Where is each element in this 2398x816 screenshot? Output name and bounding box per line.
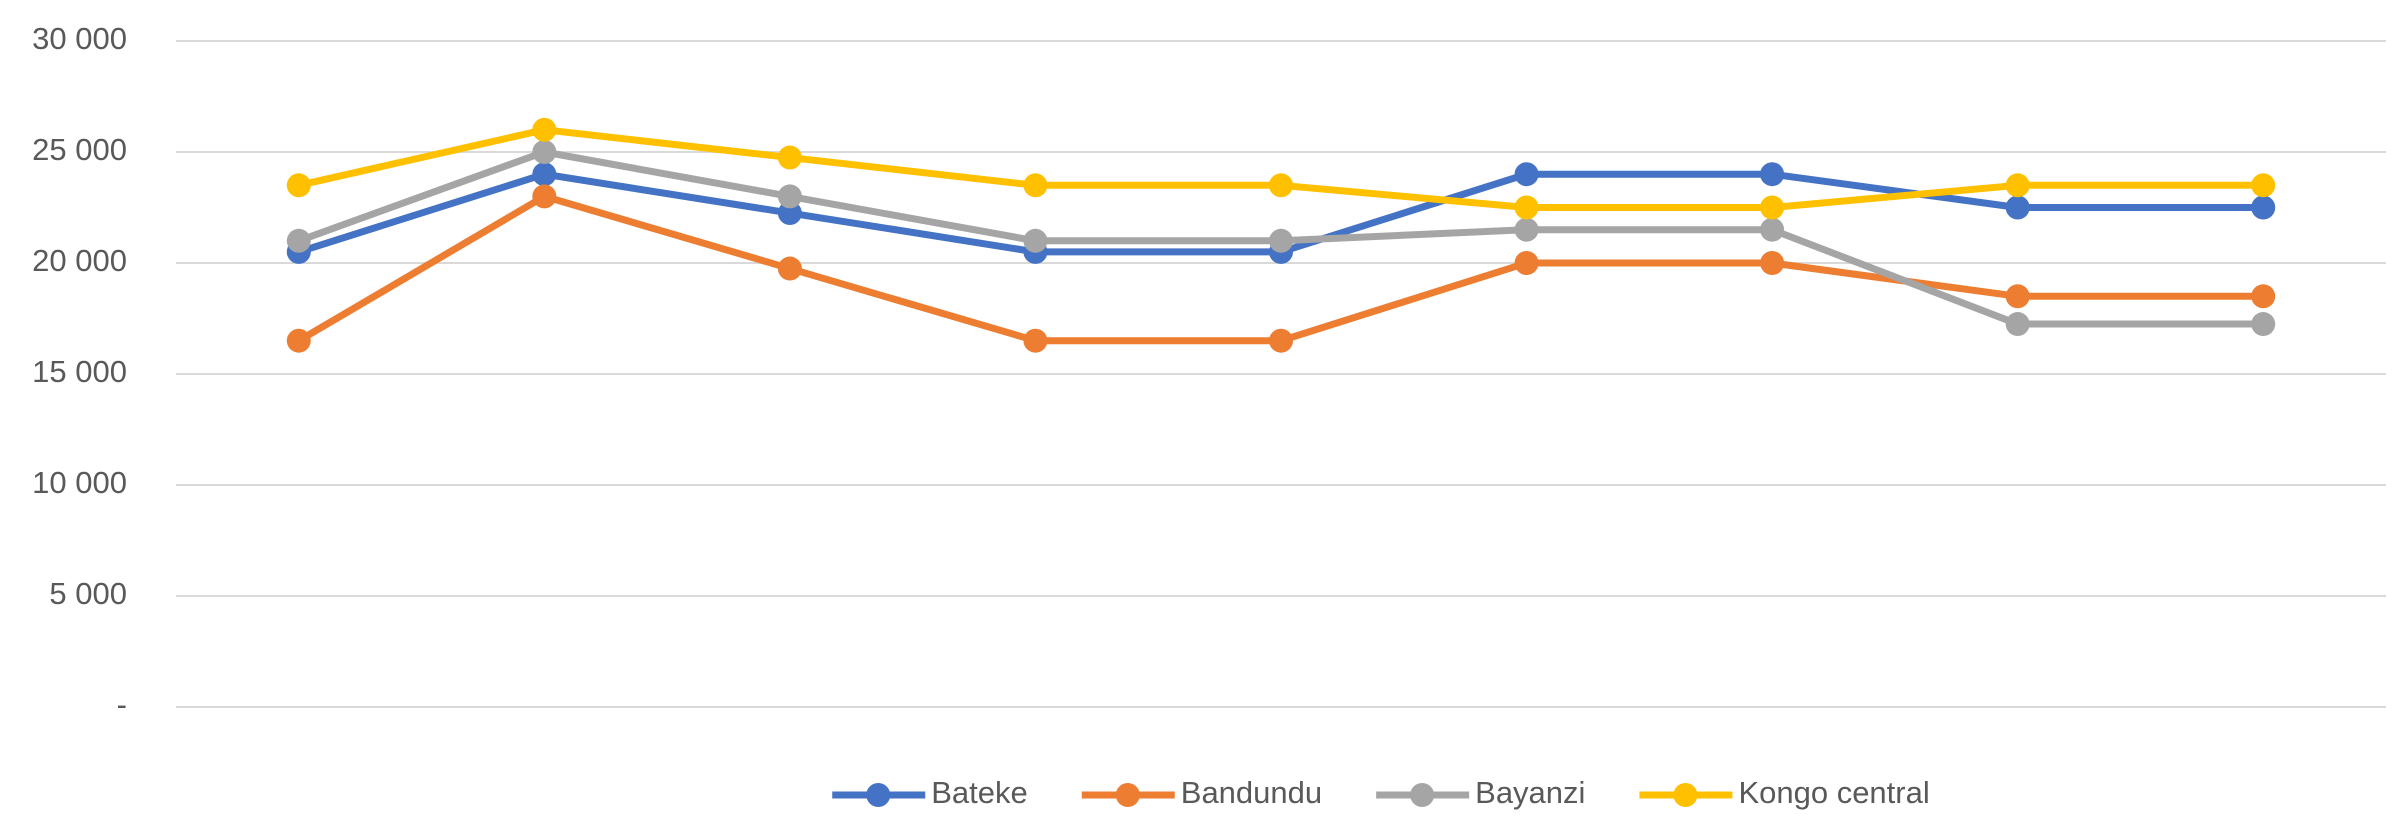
- data-point: [286, 228, 311, 253]
- data-point: [2005, 195, 2030, 220]
- data-point: [1760, 217, 1785, 242]
- data-point: [1269, 228, 1293, 253]
- data-point: [532, 140, 557, 164]
- legend: Bateke Bandundu Bayanzi Kongo central: [832, 775, 1930, 810]
- data-point: [1514, 162, 1539, 187]
- data-point: [1760, 195, 1785, 220]
- legend-marker: [866, 783, 891, 807]
- y-tick-label: 25 000: [32, 132, 127, 167]
- data-point: [2251, 312, 2276, 337]
- data-point: [1514, 251, 1539, 275]
- data-point: [2251, 173, 2276, 198]
- data-point: [532, 184, 557, 209]
- legend-marker: [1673, 783, 1698, 807]
- data-point: [286, 173, 311, 198]
- data-point: [1023, 328, 1048, 353]
- y-tick-label: 10 000: [32, 465, 127, 500]
- data-point: [777, 145, 802, 170]
- y-tick-label: -: [117, 687, 127, 722]
- data-point: [1269, 173, 1293, 198]
- data-point: [777, 256, 802, 281]
- data-point: [532, 117, 557, 142]
- legend-marker: [1115, 783, 1140, 807]
- data-point: [777, 201, 802, 226]
- legend-label: Kongo central: [1738, 775, 1929, 810]
- data-point: [2005, 312, 2030, 337]
- data-point: [2005, 284, 2030, 309]
- data-point: [2005, 173, 2030, 198]
- y-tick-label: 15 000: [32, 354, 127, 389]
- series-line: [295, 192, 2267, 345]
- data-point: [777, 184, 802, 209]
- data-point: [1269, 328, 1293, 353]
- data-point: [286, 328, 311, 353]
- data-point: [2251, 195, 2276, 220]
- data-point: [532, 162, 557, 187]
- legend-label: Bandundu: [1181, 775, 1322, 810]
- y-tick-label: 20 000: [32, 243, 127, 278]
- data-point: [1760, 251, 1785, 275]
- y-tick-label: 5 000: [49, 576, 127, 611]
- data-point: [1514, 217, 1539, 242]
- data-point: [1023, 173, 1048, 198]
- legend-label: Bateke: [931, 775, 1028, 810]
- data-point: [2251, 284, 2276, 309]
- legend-marker: [1410, 783, 1435, 807]
- data-point: [1514, 195, 1539, 220]
- data-point: [1760, 162, 1785, 187]
- data-point: [1023, 228, 1048, 253]
- y-tick-label: 30 000: [32, 21, 127, 56]
- legend-label: Bayanzi: [1475, 775, 1585, 810]
